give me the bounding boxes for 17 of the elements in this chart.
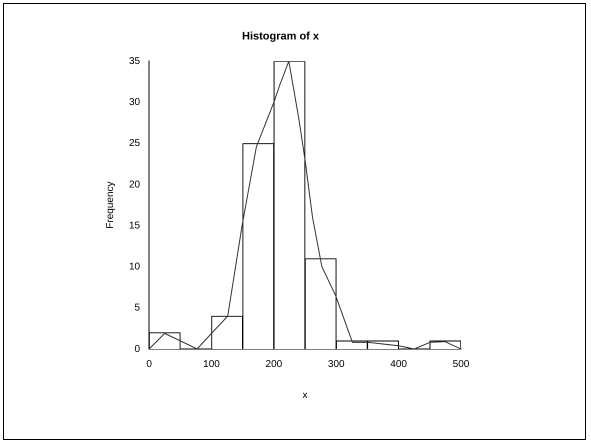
x-tick-label: 300 — [328, 358, 346, 370]
x-tick-label: 200 — [266, 358, 283, 370]
y-tick-label: 30 — [129, 97, 141, 108]
y-tick-label: 20 — [129, 179, 141, 190]
chart-title: Histogram of x — [242, 30, 320, 43]
y-tick-label: 35 — [129, 56, 141, 67]
y-tick-label: 5 — [134, 302, 141, 314]
y-tick-label: 10 — [129, 262, 141, 273]
x-tick-label: 0 — [146, 358, 152, 370]
x-tick-label: 500 — [452, 358, 470, 370]
x-axis-title: x — [302, 390, 308, 401]
x-tick-label: 100 — [203, 358, 220, 370]
y-tick-label: 25 — [129, 138, 141, 150]
y-axis-title: Frequency — [104, 181, 116, 229]
y-tick-label: 15 — [129, 220, 141, 232]
y-tick-label: 0 — [134, 344, 141, 355]
x-tick-label: 400 — [390, 358, 408, 370]
